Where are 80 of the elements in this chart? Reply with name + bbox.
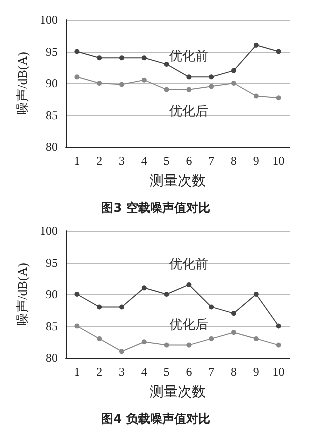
series-label: 优化后 (170, 316, 209, 332)
y-tick-label: 80 (46, 140, 58, 154)
text: 图3 空载噪声值对比 (102, 201, 210, 215)
point (186, 282, 192, 288)
x-tick-label: 3 (119, 154, 125, 168)
x-tick-label: 7 (208, 154, 215, 168)
point (232, 311, 236, 316)
point (254, 336, 259, 342)
x-axis-title: 测量次数 (150, 174, 206, 190)
y-tick-label: 100 (40, 224, 58, 238)
x-tick-label: 2 (96, 154, 103, 168)
x-tick-label: 5 (164, 154, 170, 168)
y-tick-label: 95 (46, 256, 58, 270)
point (120, 82, 124, 88)
point (97, 304, 102, 310)
point (74, 324, 80, 329)
x-axis-title: 测量次数 (150, 384, 206, 400)
point (232, 81, 236, 86)
x-tick-label: 10 (272, 154, 285, 168)
series-label: 优化后 (170, 103, 209, 118)
point (164, 62, 170, 67)
point (164, 292, 170, 297)
x-tick-label: 8 (231, 154, 237, 168)
y-tick-label: 85 (46, 319, 58, 334)
point (232, 330, 236, 336)
point (74, 292, 80, 297)
point (120, 304, 124, 310)
point (142, 56, 147, 61)
point (186, 87, 192, 92)
x-tick-label: 7 (208, 365, 215, 379)
y-tick-label: 100 (40, 13, 58, 27)
y-tick-label: 90 (46, 288, 58, 302)
y-tick-label: 80 (46, 351, 58, 365)
point (142, 78, 147, 83)
x-tick-label: 5 (164, 365, 170, 379)
x-tick-label: 9 (253, 154, 260, 168)
point (74, 49, 80, 54)
x-tick-label: 4 (141, 365, 148, 379)
point (209, 304, 214, 310)
point (276, 342, 282, 348)
series-label: 优化前 (170, 256, 209, 272)
point (120, 56, 124, 61)
point (209, 336, 214, 342)
point (276, 324, 282, 329)
point (254, 292, 259, 297)
x-tick-label: 3 (119, 365, 125, 379)
y-axis-title: 噪声/dB(A) (15, 263, 30, 326)
x-tick-label: 4 (141, 154, 148, 168)
y-axis-title: 噪声/dB(A) (15, 52, 30, 115)
point (232, 68, 236, 74)
x-tick-label: 9 (253, 365, 260, 379)
point (209, 84, 214, 90)
point (97, 336, 102, 342)
point (164, 87, 170, 92)
x-tick-label: 6 (186, 365, 192, 379)
point (276, 49, 282, 54)
point (209, 74, 214, 80)
x-tick-label: 8 (231, 365, 237, 379)
x-tick-label: 1 (74, 365, 80, 379)
y-tick-label: 95 (46, 44, 58, 59)
point (186, 342, 192, 348)
point (186, 74, 192, 80)
point (142, 286, 147, 291)
text: 图4 负载噪声值对比 (102, 412, 210, 426)
point (254, 94, 259, 99)
y-tick-label: 85 (46, 108, 58, 122)
x-tick-label: 1 (74, 154, 80, 168)
point (120, 349, 124, 354)
series-label: 优化前 (170, 48, 209, 64)
y-tick-label: 90 (46, 76, 58, 90)
point (97, 56, 102, 61)
point (276, 96, 282, 101)
point (97, 81, 102, 86)
point (254, 42, 259, 48)
x-tick-label: 10 (272, 365, 285, 379)
x-tick-label: 6 (186, 154, 192, 168)
point (142, 340, 147, 345)
x-tick-label: 2 (96, 365, 103, 379)
point (74, 74, 80, 80)
point (164, 342, 170, 348)
